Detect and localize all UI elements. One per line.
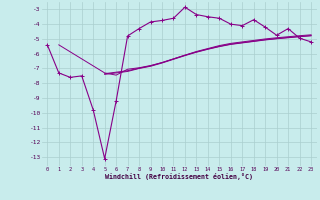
X-axis label: Windchill (Refroidissement éolien,°C): Windchill (Refroidissement éolien,°C) (105, 173, 253, 180)
